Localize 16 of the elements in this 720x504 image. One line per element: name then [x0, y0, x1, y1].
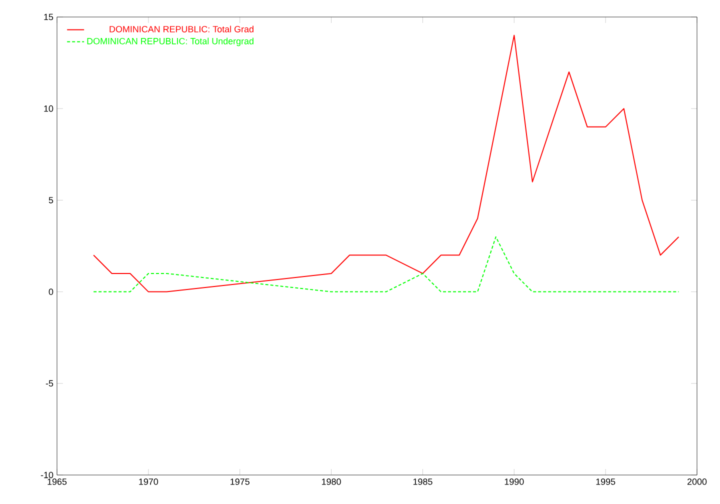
text: DOMINICAN REPUBLIC: Total Grad: [110, 26, 254, 32]
x-tick-label: 1970: [139, 478, 158, 485]
x-tick-label: 2000: [687, 478, 707, 485]
legend-label: DOMINICAN REPUBLIC: Total Undergrad: [87, 38, 254, 46]
x-tick-label: 1985: [413, 478, 432, 485]
x-tick-label: 1990: [504, 478, 524, 485]
y-tick-label: 5: [48, 197, 54, 204]
x-tick-label: 1980: [322, 478, 341, 485]
x-tick-label: 1965: [48, 478, 67, 485]
y-tick-label: 0: [48, 288, 54, 295]
y-tick-label: 15: [44, 14, 54, 20]
y-tick-label: 10: [44, 105, 54, 112]
x-tick-label: 1975: [230, 478, 250, 485]
y-tick-label: -5: [46, 380, 54, 387]
x-tick-label: 1995: [596, 478, 616, 485]
y-tick-label: -10: [40, 472, 54, 478]
